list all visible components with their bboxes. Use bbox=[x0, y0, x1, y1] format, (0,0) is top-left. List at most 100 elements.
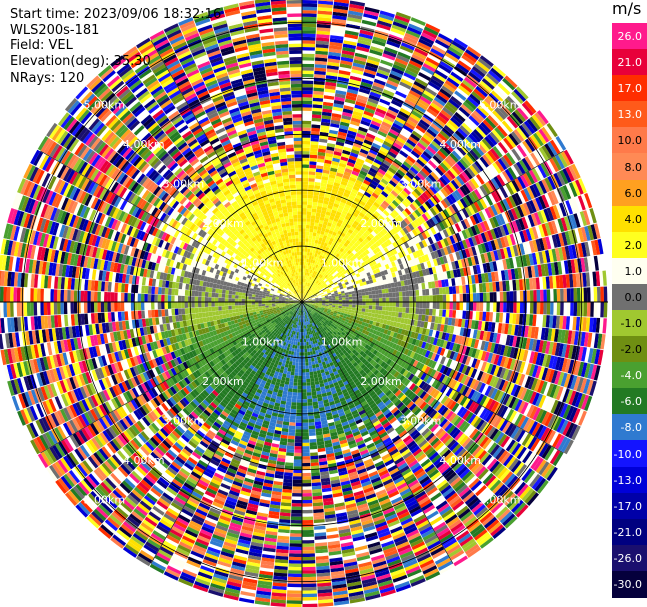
ray-112 bbox=[178, 17, 302, 302]
ring-label: 3.00km bbox=[163, 415, 205, 428]
ray-11 bbox=[302, 46, 482, 302]
ray-9 bbox=[302, 33, 453, 302]
ray-28 bbox=[302, 270, 607, 302]
ray-70 bbox=[136, 302, 302, 567]
start-time-text: Start time: 2023/09/06 18:32:16 bbox=[10, 7, 222, 22]
ring-label: 4.00km bbox=[439, 454, 481, 467]
ray-105 bbox=[86, 75, 302, 302]
ray-94 bbox=[3, 223, 302, 302]
ray-42 bbox=[302, 302, 549, 494]
ray-12 bbox=[302, 55, 494, 302]
spoke-240 bbox=[40, 301, 303, 454]
colorbar-tick-label: 26.0 bbox=[617, 30, 643, 44]
ray-22 bbox=[302, 178, 587, 302]
colorbar-tick-label: -13.0 bbox=[613, 473, 642, 487]
ring-label: 2.00km bbox=[360, 217, 402, 230]
colorbar-bin bbox=[612, 23, 647, 50]
colorbar-bin bbox=[612, 570, 647, 598]
ray-47 bbox=[302, 302, 494, 549]
colorbar-tick-label: 1.0 bbox=[624, 264, 643, 278]
ring-label: 1.00km bbox=[321, 257, 363, 270]
ray-7 bbox=[302, 17, 426, 302]
colorbar-bin bbox=[612, 336, 647, 363]
colorbar-bin bbox=[612, 257, 647, 285]
ray-98 bbox=[23, 163, 302, 302]
ray-23 bbox=[302, 192, 593, 302]
ray-1 bbox=[302, 0, 334, 302]
colorbar-unit-label: m/s bbox=[612, 0, 642, 18]
elevation-text: Elevation(deg): 35.30 bbox=[10, 54, 151, 69]
ray-113 bbox=[192, 11, 302, 302]
ray-49 bbox=[302, 302, 468, 567]
ray-10 bbox=[302, 37, 468, 302]
colorbar-bin bbox=[612, 466, 647, 494]
range-ring-labels: 1.00km 1.00km 1.00km 1.00km 2.00km 2.00km 2.00… bbox=[84, 98, 521, 506]
colorbar-bin bbox=[612, 362, 647, 389]
ray-21 bbox=[302, 163, 581, 302]
ray-91 bbox=[0, 270, 302, 302]
colorbar-tick-label: 4.0 bbox=[624, 212, 643, 226]
ray-110 bbox=[149, 30, 302, 302]
ray-63 bbox=[238, 302, 302, 604]
ray-45 bbox=[302, 302, 518, 529]
colorbar-bin bbox=[612, 310, 647, 337]
ray-19 bbox=[302, 136, 567, 302]
ray-6 bbox=[302, 11, 412, 302]
ray-69 bbox=[149, 302, 302, 574]
ring-label: 3.00km bbox=[163, 177, 205, 190]
ray-106 bbox=[97, 64, 302, 302]
ray-66 bbox=[192, 302, 302, 593]
ray-35 bbox=[302, 302, 597, 396]
ray-87 bbox=[0, 302, 302, 350]
spoke-120 bbox=[301, 301, 564, 454]
ring-label: 1.00km bbox=[321, 336, 363, 349]
ray-100 bbox=[37, 136, 302, 302]
ray-36 bbox=[302, 302, 593, 412]
colorbar-bin bbox=[612, 231, 647, 259]
ray-46 bbox=[302, 302, 507, 540]
ray-75 bbox=[75, 302, 302, 518]
ray-59 bbox=[302, 302, 318, 607]
ray-31 bbox=[302, 302, 607, 334]
colorbar-tick-label: -8.0 bbox=[620, 421, 642, 435]
colorbar-bin bbox=[612, 544, 647, 572]
colorbar-tick-label: -2.0 bbox=[620, 343, 642, 357]
ray-115 bbox=[223, 3, 302, 302]
ray-107 bbox=[110, 55, 302, 302]
colorbar-tick-label: -1.0 bbox=[620, 317, 642, 331]
colorbar-bin bbox=[612, 179, 647, 207]
colorbar-tick-label: -10.0 bbox=[613, 447, 642, 461]
ring-label: 3.00km bbox=[400, 177, 442, 190]
ray-14 bbox=[302, 75, 518, 302]
ray-32 bbox=[302, 302, 606, 350]
colorbar-bin bbox=[612, 101, 647, 128]
ray-62 bbox=[254, 302, 302, 606]
colorbar-tick-label: 17.0 bbox=[617, 82, 643, 96]
spoke-60 bbox=[301, 150, 564, 303]
colorbar-bin bbox=[612, 127, 647, 155]
colorbar-tick-label: -4.0 bbox=[620, 369, 642, 383]
velocity-rays bbox=[0, 0, 608, 607]
ray-55 bbox=[302, 302, 381, 601]
ring-label: 4.00km bbox=[123, 138, 165, 151]
ray-118 bbox=[270, 0, 302, 302]
colorbar-bin bbox=[612, 388, 647, 415]
ray-27 bbox=[302, 255, 599, 302]
colorbar-bin bbox=[612, 153, 647, 181]
spoke-150 bbox=[301, 301, 454, 564]
colorbar-bin bbox=[612, 414, 647, 442]
ray-72 bbox=[110, 302, 302, 549]
ring-label: 2.00km bbox=[202, 217, 244, 230]
ray-95 bbox=[7, 208, 302, 302]
ray-0 bbox=[302, 0, 318, 302]
ray-80 bbox=[30, 302, 302, 455]
ray-26 bbox=[302, 238, 604, 302]
ray-25 bbox=[302, 223, 601, 302]
ray-48 bbox=[302, 302, 482, 558]
ray-51 bbox=[302, 302, 441, 581]
ray-108 bbox=[122, 46, 302, 302]
ray-17 bbox=[302, 110, 549, 302]
ray-82 bbox=[17, 302, 302, 426]
ray-34 bbox=[302, 302, 601, 381]
ray-79 bbox=[37, 302, 302, 468]
